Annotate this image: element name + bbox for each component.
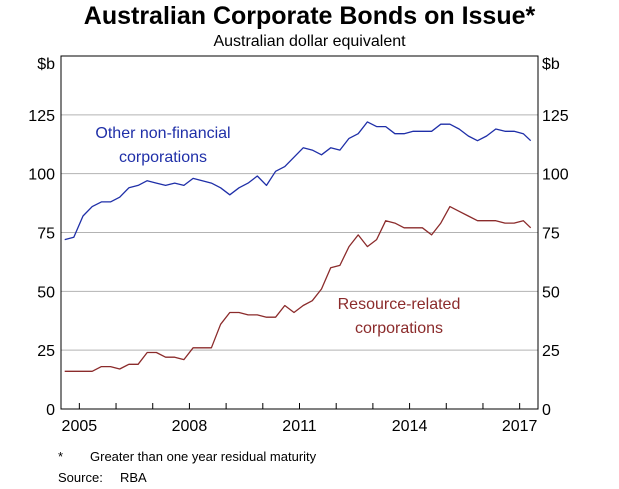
x-tick-label: 2014 [392, 418, 428, 435]
footnote-marker: * [58, 449, 64, 464]
y-tick-label-right: 100 [542, 167, 569, 184]
y-tick-label-right: 75 [542, 226, 560, 243]
chart-subtitle: Australian dollar equivalent [213, 33, 406, 50]
series-line-resource-related [64, 205, 532, 372]
x-tick-label: 2005 [62, 418, 98, 435]
y-tick-label-left: 50 [37, 284, 55, 301]
y-axis-label-right: $b [542, 56, 560, 73]
y-tick-label-right: 0 [542, 402, 551, 419]
series-label-1-line1: Resource-related [338, 296, 461, 313]
x-tick-label: 2011 [282, 418, 317, 435]
y-tick-label-left: 0 [46, 402, 55, 419]
y-tick-label-left: 75 [37, 226, 55, 243]
footnote: * Greater than one year residual maturity [58, 449, 316, 465]
series-label-1-line2: corporations [355, 320, 443, 337]
source-label: Source: [58, 470, 103, 485]
y-axis-label-left: $b [37, 56, 55, 73]
y-tick-label-right: 25 [542, 343, 560, 360]
series-label-0-line2: corporations [119, 149, 207, 166]
source-note: Source: RBA [58, 470, 147, 486]
y-tick-label-right: 50 [542, 284, 560, 301]
source-value: RBA [120, 470, 147, 485]
x-tick-label: 2008 [172, 418, 208, 435]
y-tick-label-right: 125 [542, 108, 569, 125]
footnote-text: Greater than one year residual maturity [90, 449, 317, 464]
x-tick-label: 2017 [502, 418, 538, 435]
chart-title: Australian Corporate Bonds on Issue* [83, 2, 536, 30]
series-line-other-non-financial [64, 121, 532, 241]
y-tick-label-left: 100 [28, 167, 55, 184]
y-tick-label-left: 25 [37, 343, 55, 360]
series-label-0-line1: Other non-financial [95, 125, 230, 142]
y-tick-label-left: 125 [28, 108, 55, 125]
